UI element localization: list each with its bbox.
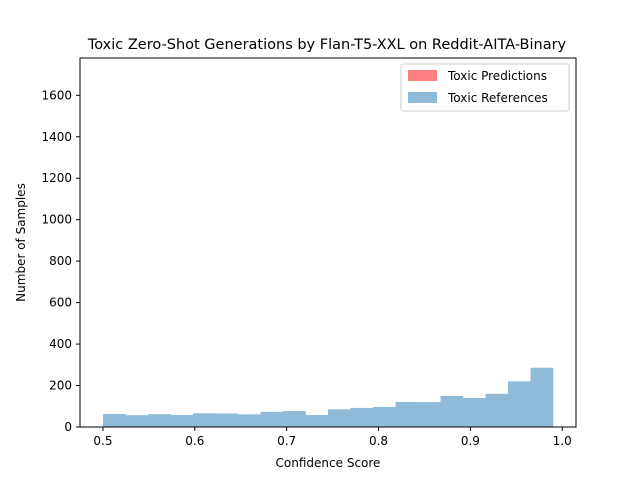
histogram-bar-series-1-bin-7 <box>260 411 284 427</box>
x-tick-label: 1.0 <box>553 434 572 448</box>
legend-label-toxic-predictions: Toxic Predictions <box>447 69 547 83</box>
x-tick-label: 0.9 <box>461 434 480 448</box>
histogram-bar-series-1-bin-12 <box>373 406 396 427</box>
histogram-bar-series-1-bin-10 <box>328 409 351 427</box>
x-tick-label: 0.8 <box>369 434 388 448</box>
histogram-bar-series-1-bin-16 <box>463 397 486 427</box>
x-tick-label: 0.5 <box>93 434 112 448</box>
plot-frame <box>79 57 577 428</box>
x-axis: 0.5 0.6 0.7 0.8 0.9 1.0 <box>93 427 572 448</box>
legend-label-toxic-references: Toxic References <box>447 91 548 105</box>
histogram-bar-series-1-bin-13 <box>395 401 419 427</box>
chart-title: Toxic Zero-Shot Generations by Flan-T5-X… <box>87 37 567 53</box>
legend-box <box>400 63 570 112</box>
histogram-bar-series-1-bin-5 <box>215 413 239 427</box>
y-tick-label: 800 <box>49 254 72 268</box>
legend-swatch-toxic-references <box>408 92 437 103</box>
series-layer <box>102 367 554 427</box>
y-tick-label: 1400 <box>41 130 72 144</box>
legend: Toxic Predictions Toxic References <box>400 63 570 112</box>
y-axis-label: Number of Samples <box>14 183 28 302</box>
histogram-bar-series-1-bin-9 <box>305 414 329 427</box>
legend-swatch-toxic-predictions <box>408 70 437 81</box>
histogram-bar-series-1-bin-1 <box>125 415 149 427</box>
y-tick-label: 1000 <box>41 213 72 227</box>
y-tick-label: 400 <box>49 337 72 351</box>
x-tick-label: 0.6 <box>185 434 204 448</box>
histogram-bar-series-1-bin-8 <box>282 411 306 427</box>
y-tick-label: 600 <box>49 296 72 310</box>
histogram-bar-series-1-bin-14 <box>418 402 441 427</box>
y-axis: 0 200 400 600 800 1000 1200 1400 1600 <box>41 88 80 434</box>
histogram-bar-series-1-bin-15 <box>440 395 464 427</box>
x-axis-label: Confidence Score <box>276 456 381 470</box>
histogram-bar-series-1-bin-0 <box>102 413 126 427</box>
histogram-bar-series-1-bin-4 <box>192 413 216 427</box>
x-tick-label: 0.7 <box>277 434 296 448</box>
histogram-bar-series-1-bin-19 <box>530 367 554 427</box>
histogram-bar-series-1-bin-3 <box>170 414 194 427</box>
histogram-bar-series-1-bin-18 <box>508 381 531 427</box>
histogram-bar-series-1-bin-6 <box>237 414 261 427</box>
histogram-bar-series-1-bin-11 <box>350 407 374 427</box>
histogram-bar-series-1-bin-17 <box>485 393 509 427</box>
y-tick-label: 1200 <box>41 171 72 185</box>
y-tick-label: 0 <box>64 420 72 434</box>
histogram-bar-series-1-bin-2 <box>147 414 171 427</box>
y-tick-label: 200 <box>49 379 72 393</box>
y-tick-label: 1600 <box>41 88 72 102</box>
